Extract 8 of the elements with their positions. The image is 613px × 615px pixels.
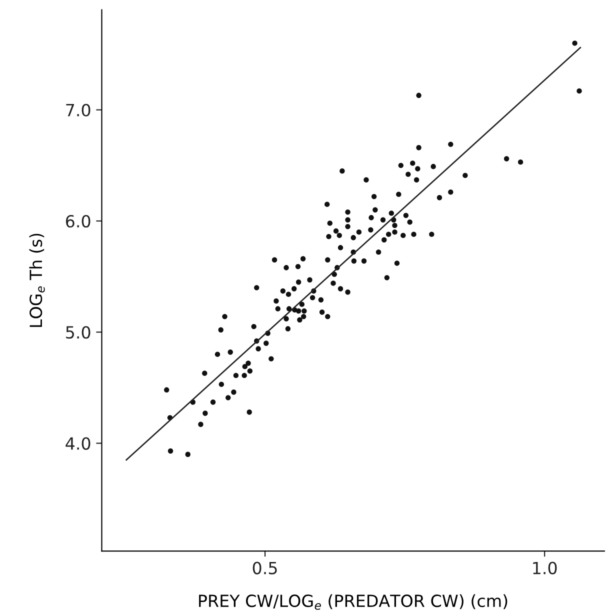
x-tick-label: 0.5	[252, 562, 277, 574]
x-tick-label: 1.0	[533, 562, 557, 574]
y-tick-label: 5.0	[66, 326, 90, 339]
y-tick-label: 4.0	[66, 437, 90, 450]
y-tick-label: 6.0	[66, 214, 90, 228]
y-axis-title: LOG$_{e}$ Th (s)	[29, 234, 45, 327]
x-axis-title: PREY CW/LOG$_{e}$ (PREDATOR CW) (cm)	[199, 594, 508, 610]
y-tick-label: 7.0	[66, 104, 90, 116]
